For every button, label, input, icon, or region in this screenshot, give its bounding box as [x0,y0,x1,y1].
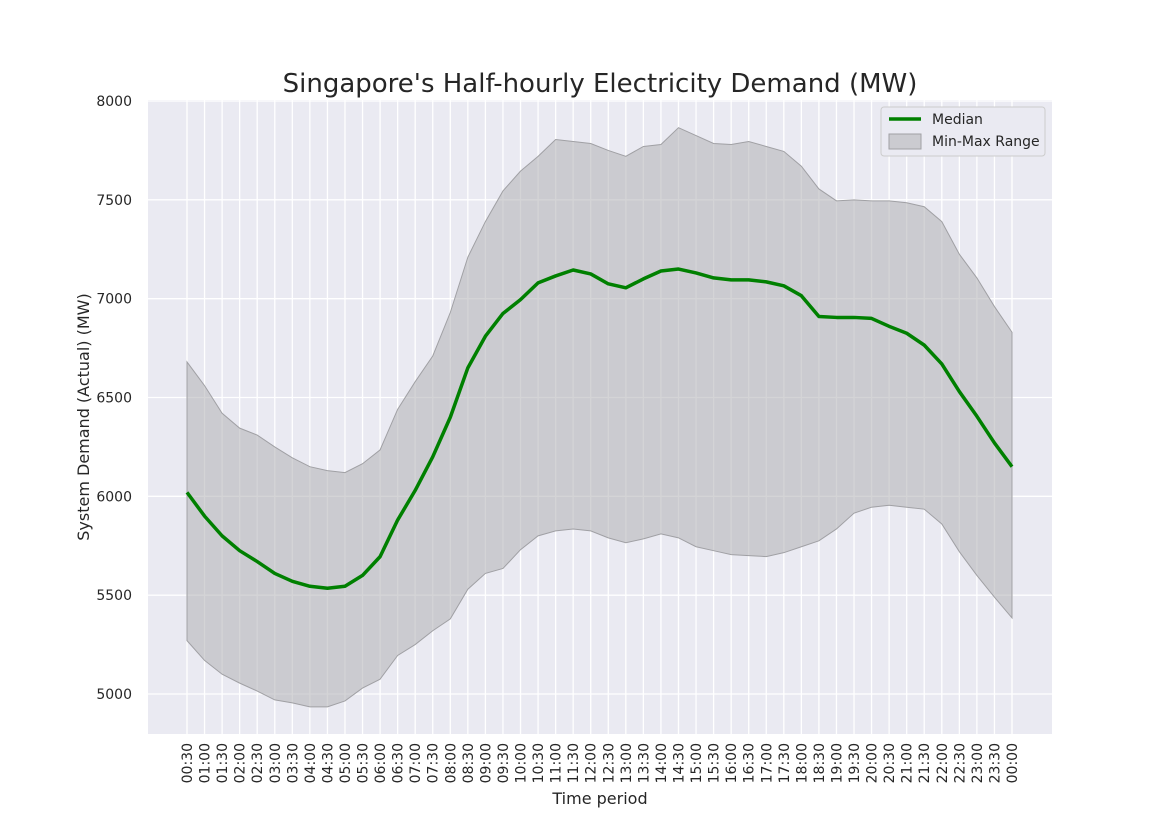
x-tick-label: 23:00 [970,743,986,783]
x-tick-label: 14:30 [671,743,687,783]
y-tick-label: 7000 [96,292,132,308]
x-tick-label: 16:00 [724,743,740,783]
legend-range-label: Min-Max Range [932,134,1040,150]
median-line-layer [185,267,1014,590]
x-tick-label: 03:00 [268,743,284,783]
x-tick-label: 00:30 [180,743,196,783]
x-tick-label: 08:00 [443,743,459,783]
y-tick-label: 5000 [96,687,132,703]
legend-box [880,106,1046,157]
x-tick-label: 06:00 [373,743,389,783]
y-axis-ticks: 5000 5500 6000 6500 7000 7500 8000 [96,94,132,703]
y-axis-label: System Demand (Actual) (MW) [74,293,93,541]
chart-title: Singapore's Half-hourly Electricity Dema… [283,69,918,99]
x-tick-label: 01:00 [198,743,214,783]
x-tick-label: 18:00 [794,743,810,783]
x-tick-label: 20:00 [865,743,881,783]
x-tick-label: 09:00 [478,743,494,783]
x-axis-label: Time period [551,789,647,808]
x-tick-label: 03:30 [285,743,301,783]
x-tick-label: 22:30 [952,743,968,783]
legend-range-swatch [888,133,922,150]
x-tick-label: 02:30 [250,743,266,783]
x-tick-label: 21:30 [917,743,933,783]
y-tick-label: 7500 [96,193,132,209]
x-axis-ticks: 00:30 01:00 01:30 02:00 02:30 03:00 03:30 04:00… [180,743,1021,783]
x-tick-label: 02:00 [233,743,249,783]
x-tick-label: 07:30 [426,743,442,783]
y-tick-label: 8000 [96,94,132,110]
x-tick-label: 16:30 [742,743,758,783]
x-tick-label: 15:30 [707,743,723,783]
x-tick-label: 17:00 [759,743,775,783]
x-tick-label: 04:30 [320,743,336,783]
x-tick-label: 21:00 [900,743,916,783]
x-tick-label: 12:30 [601,743,617,783]
x-tick-label: 13:30 [636,743,652,783]
y-tick-label: 6000 [96,489,132,505]
x-tick-label: 05:00 [338,743,354,783]
x-tick-label: 08:30 [461,743,477,783]
x-tick-label: 06:30 [391,743,407,783]
x-tick-label: 05:30 [356,743,372,783]
x-tick-label: 23:30 [987,743,1003,783]
x-tick-label: 15:00 [689,743,705,783]
x-tick-label: 19:00 [829,743,845,783]
x-tick-label: 11:30 [566,743,582,783]
min-max-range-band [186,127,1013,708]
x-tick-label: 14:00 [654,743,670,783]
x-tick-label: 13:00 [619,743,635,783]
x-tick-label: 18:30 [812,743,828,783]
y-tick-label: 5500 [96,588,132,604]
median-series-line [185,267,1014,590]
x-tick-label: 19:30 [847,743,863,783]
x-tick-label: 09:30 [496,743,512,783]
x-tick-label: 11:00 [549,743,565,783]
min-max-band-layer [186,127,1013,708]
x-tick-label: 10:00 [514,743,530,783]
x-tick-label: 04:00 [303,743,319,783]
x-tick-label: 12:00 [584,743,600,783]
x-tick-label: 17:30 [777,743,793,783]
x-tick-label: 22:00 [935,743,951,783]
x-tick-label: 20:30 [882,743,898,783]
x-tick-label: 00:00 [1005,743,1021,783]
x-tick-label: 07:00 [408,743,424,783]
legend-median-label: Median [932,112,983,128]
y-tick-label: 6500 [96,391,132,407]
x-tick-label: 01:30 [215,743,231,783]
legend: Median Min-Max Range [880,106,1046,157]
x-tick-label: 10:30 [531,743,547,783]
